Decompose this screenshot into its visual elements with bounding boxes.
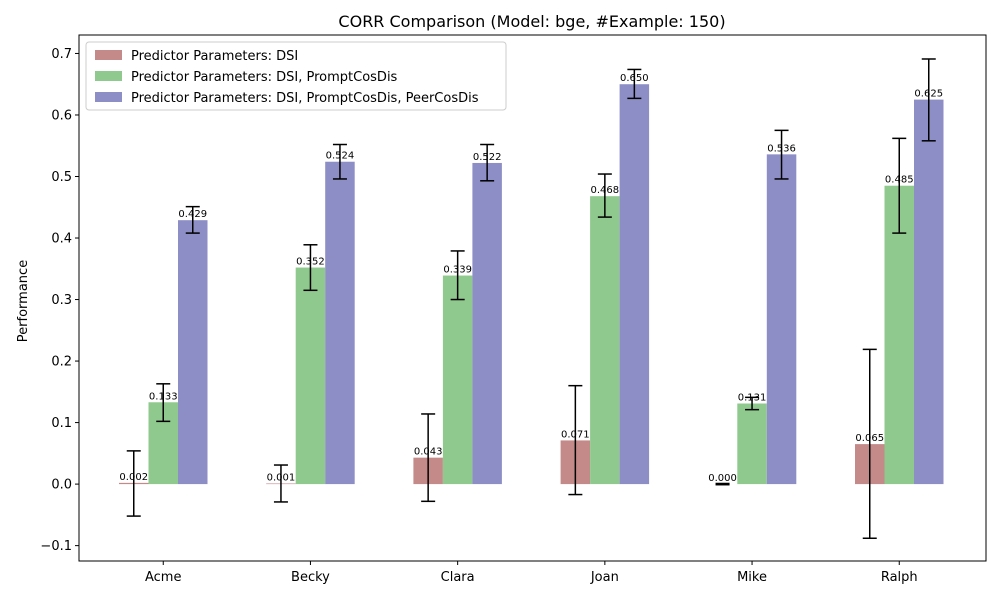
bar xyxy=(325,161,355,485)
plot-area: 0.002 0.001 0.043 0.071 0.000 0.065 0.133 0.352… xyxy=(40,34,987,585)
data-label: 0.071 xyxy=(561,429,590,440)
x-tick-label: Joan xyxy=(590,570,619,585)
x-tick-label: Ralph xyxy=(881,570,918,585)
bar xyxy=(766,154,797,485)
bar xyxy=(737,403,767,485)
legend: Predictor Parameters: DSI Predictor Param… xyxy=(85,41,507,111)
legend-box xyxy=(85,41,507,111)
data-label: 0.001 xyxy=(267,472,296,483)
data-label: 0.065 xyxy=(855,433,884,444)
legend-label: Predictor Parameters: DSI, PromptCosDis xyxy=(131,70,398,85)
data-label: 0.650 xyxy=(620,73,649,84)
y-tick-label: 0.5 xyxy=(51,170,72,185)
data-label: 0.131 xyxy=(738,393,767,404)
y-tick-label: 0.6 xyxy=(51,108,72,123)
data-label: 0.043 xyxy=(414,447,443,458)
data-label: 0.352 xyxy=(296,257,325,268)
data-label: 0.000 xyxy=(708,473,737,484)
data-label: 0.429 xyxy=(178,209,207,220)
bar xyxy=(295,267,326,485)
x-tick-label: Mike xyxy=(737,570,767,585)
bar xyxy=(914,99,944,485)
data-label: 0.625 xyxy=(914,89,943,100)
y-tick-label: 0.4 xyxy=(51,232,72,247)
legend-label: Predictor Parameters: DSI, PromptCosDis,… xyxy=(131,91,479,106)
bar xyxy=(884,185,914,485)
x-tick-label: Acme xyxy=(145,570,181,585)
bar xyxy=(178,220,208,485)
bar xyxy=(619,84,650,485)
data-label: 0.522 xyxy=(473,152,502,163)
data-label: 0.339 xyxy=(443,265,472,276)
x-tick-label: Becky xyxy=(291,570,330,585)
data-label: 0.524 xyxy=(326,151,355,162)
chart-title: CORR Comparison (Model: bge, #Example: 1… xyxy=(338,12,725,31)
y-tick-label: 0.3 xyxy=(51,293,72,308)
data-label: 0.485 xyxy=(885,175,914,186)
legend-swatch xyxy=(95,71,122,81)
data-label: 0.536 xyxy=(767,143,796,154)
legend-swatch xyxy=(95,50,122,60)
legend-swatch xyxy=(95,92,122,102)
y-tick-label: 0.1 xyxy=(51,416,72,431)
bar xyxy=(590,196,620,485)
axes-frame xyxy=(78,34,987,562)
bar xyxy=(442,275,473,485)
data-label: 0.002 xyxy=(119,472,148,483)
data-label: 0.133 xyxy=(149,391,178,402)
data-label: 0.468 xyxy=(591,185,620,196)
y-tick-label: −0.1 xyxy=(40,539,72,554)
y-axis-label: Performance xyxy=(16,260,31,342)
y-tick-label: 0.0 xyxy=(51,478,72,493)
y-tick-label: 0.2 xyxy=(51,355,72,370)
y-tick-label: 0.7 xyxy=(51,47,72,62)
x-tick-label: Clara xyxy=(441,570,475,585)
legend-label: Predictor Parameters: DSI xyxy=(131,49,298,64)
bar xyxy=(472,162,502,485)
